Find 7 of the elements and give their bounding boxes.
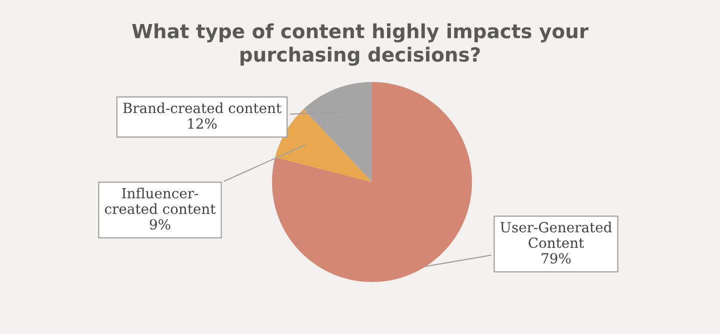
data-label: 9% (150, 219, 170, 230)
slice-label: User-Generated Content (500, 222, 612, 248)
data-label: 79% (542, 253, 571, 264)
slice-label: Brand-created content (123, 102, 282, 114)
data-label: 12% (188, 118, 217, 129)
chart-title: What type of content highly impacts your purchasing decisions? (132, 23, 588, 66)
slice-label: Influencer- created content (104, 188, 216, 214)
